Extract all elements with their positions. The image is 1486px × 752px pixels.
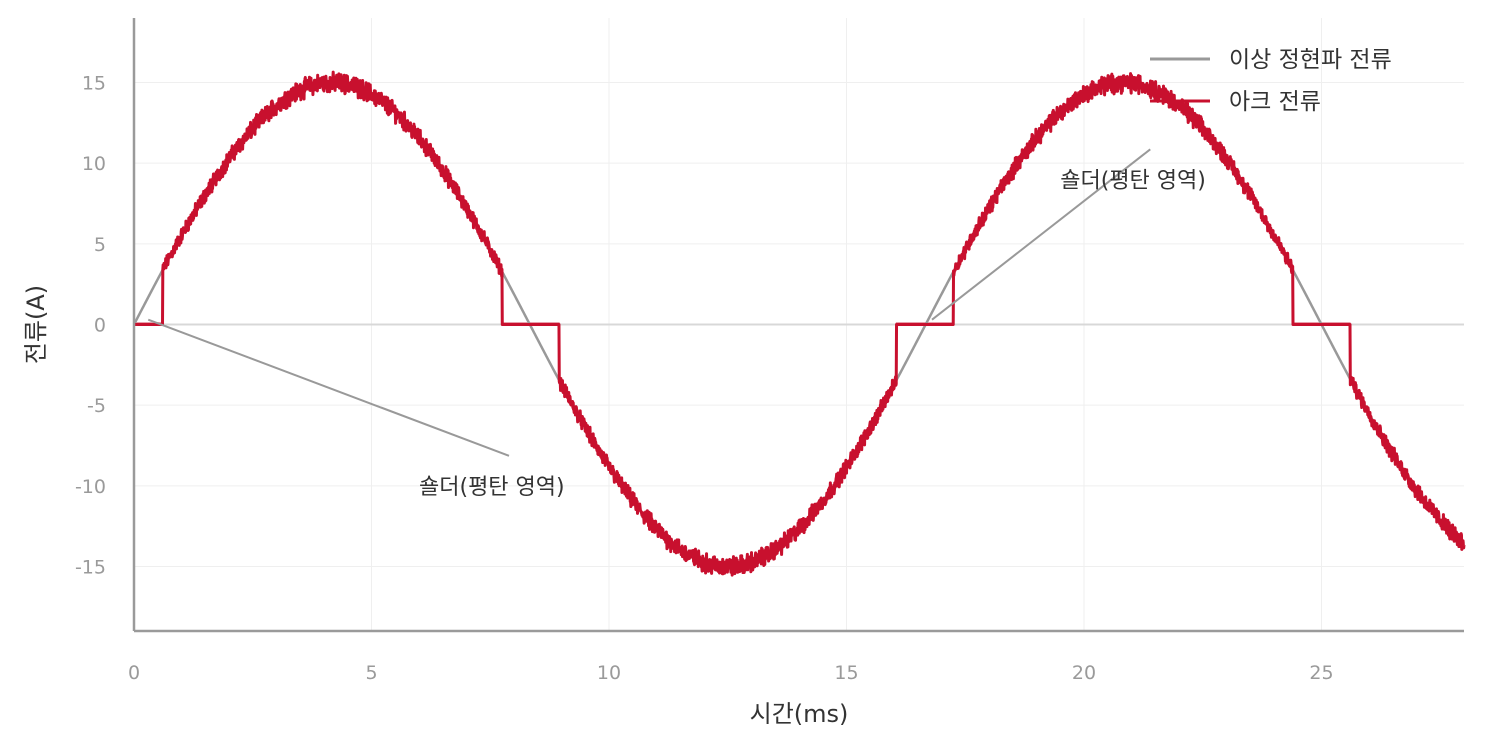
y-axis-title: 전류(A) xyxy=(22,285,50,364)
y-tick-label: -10 xyxy=(75,476,106,498)
y-axis-tick-labels: -15 -10 -5 0 5 10 15 xyxy=(75,73,106,579)
annotations: 숄더(평탄 영역) 숄더(평탄 영역) xyxy=(147,148,1206,500)
x-tick-label: 20 xyxy=(1072,662,1096,684)
axes xyxy=(132,18,1464,633)
x-axis-title: 시간(ms) xyxy=(750,700,849,728)
legend-label-ideal: 이상 정현파 전류 xyxy=(1229,47,1392,73)
legend: 이상 정현파 전류 아크 전류 xyxy=(1150,47,1392,115)
arc-current-series-line xyxy=(132,70,1466,577)
annotation-label: 숄더(평탄 영역) xyxy=(419,475,565,500)
y-tick-label: 0 xyxy=(94,315,106,337)
x-tick-label: 10 xyxy=(597,662,621,684)
y-tick-label: -5 xyxy=(87,395,106,417)
annotation-arrow xyxy=(147,318,510,457)
y-tick-label: 15 xyxy=(82,73,106,95)
x-tick-label: 25 xyxy=(1309,662,1333,684)
legend-label-arc: 아크 전류 xyxy=(1229,89,1321,115)
x-tick-label: 5 xyxy=(365,662,377,684)
annotation-arrow xyxy=(931,148,1151,321)
annotation-label: 숄더(평탄 영역) xyxy=(1060,168,1206,193)
y-tick-label: 5 xyxy=(94,234,106,256)
y-tick-label: 10 xyxy=(82,153,106,175)
x-tick-label: 15 xyxy=(834,662,858,684)
x-tick-label: 0 xyxy=(128,662,140,684)
y-tick-label: -15 xyxy=(75,556,106,578)
x-axis-tick-labels: 0 5 10 15 20 25 xyxy=(128,662,1334,684)
